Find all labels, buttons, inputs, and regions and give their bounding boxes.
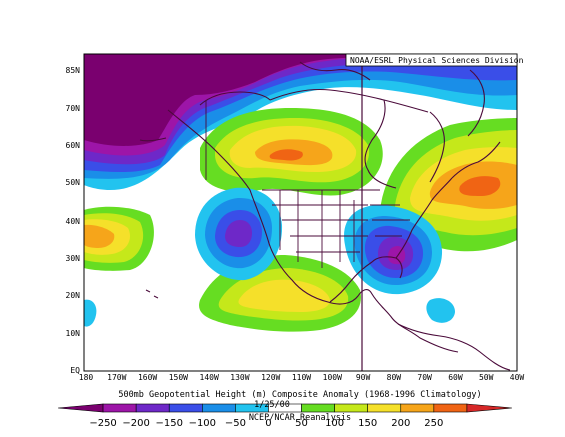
coastlines	[139, 61, 511, 371]
lon-label: 70W	[417, 373, 432, 382]
colorbar-swatch	[367, 403, 402, 413]
colorbar-tick-label: −50	[225, 418, 246, 429]
colorbar: −250 −200 −150 −100 −50 0 50 100 150 200 250	[57, 403, 513, 429]
lon-label: 120W	[261, 373, 280, 382]
lat-label: 85N	[66, 66, 81, 75]
colorbar-tick-label: −100	[189, 418, 216, 429]
map-title: 500mb Geopotential Height (m) Composite …	[118, 390, 481, 400]
colorbar-tick-label: 250	[424, 418, 443, 429]
lon-label: 140W	[200, 373, 219, 382]
colorbar-swatch	[466, 403, 513, 413]
colorbar-tick-label: 150	[358, 418, 377, 429]
colorbar-swatch	[400, 403, 435, 413]
colorbar-swatch	[57, 403, 104, 413]
colorbar-tick-label: 200	[391, 418, 410, 429]
colorbar-swatch	[433, 403, 468, 413]
colorbar-tick-label: −200	[122, 418, 149, 429]
lon-label: 160W	[138, 373, 157, 382]
colorbar-swatch	[135, 403, 170, 413]
anomaly-fields	[84, 54, 517, 332]
lon-label: 60W	[448, 373, 463, 382]
colorbar-swatch	[102, 403, 137, 413]
lat-label: 70N	[66, 104, 81, 113]
colorbar-tick-label: 100	[325, 418, 344, 429]
lon-label: 40W	[510, 373, 525, 382]
colorbar-tick-label: 0	[265, 418, 271, 429]
colorbar-tick-label: 50	[295, 418, 308, 429]
lon-label: 170W	[107, 373, 126, 382]
lon-label: 80W	[387, 373, 402, 382]
colorbar-tick-label: −250	[89, 418, 116, 429]
lat-label: 30N	[66, 254, 81, 263]
credit-label: NOAA/ESRL Physical Sciences Division	[350, 56, 524, 65]
lat-label: 60N	[66, 141, 81, 150]
lon-label: 50W	[479, 373, 494, 382]
lat-label: EQ	[70, 366, 80, 375]
lon-label: 150W	[169, 373, 188, 382]
colorbar-swatch	[168, 403, 203, 413]
lon-label: 180	[79, 373, 94, 382]
lon-label: 90W	[356, 373, 371, 382]
colorbar-tick-label: −150	[155, 418, 182, 429]
lat-label: 50N	[66, 178, 81, 187]
colorbar-swatch	[301, 403, 335, 413]
lat-label: 10N	[66, 329, 81, 338]
lon-label: 100W	[323, 373, 342, 382]
colorbar-swatch	[334, 403, 368, 413]
lon-label: 130W	[230, 373, 249, 382]
colorbar-swatch	[202, 403, 236, 413]
state-boundaries	[205, 100, 410, 268]
lat-label: 20N	[66, 291, 81, 300]
longitude-labels: 180 170W 160W 150W 140W 130W 120W 110W 100W 90W 80…	[79, 373, 525, 382]
date-label: 1/25/00	[254, 400, 290, 410]
lon-label: 110W	[292, 373, 311, 382]
latitude-labels: 85N 70N 60N 50N 40N 30N 20N 10N EQ	[66, 66, 81, 375]
source-label: NCEP/NCAR Reanalysis	[249, 413, 351, 423]
lat-label: 40N	[66, 217, 81, 226]
credit-box	[345, 53, 518, 67]
